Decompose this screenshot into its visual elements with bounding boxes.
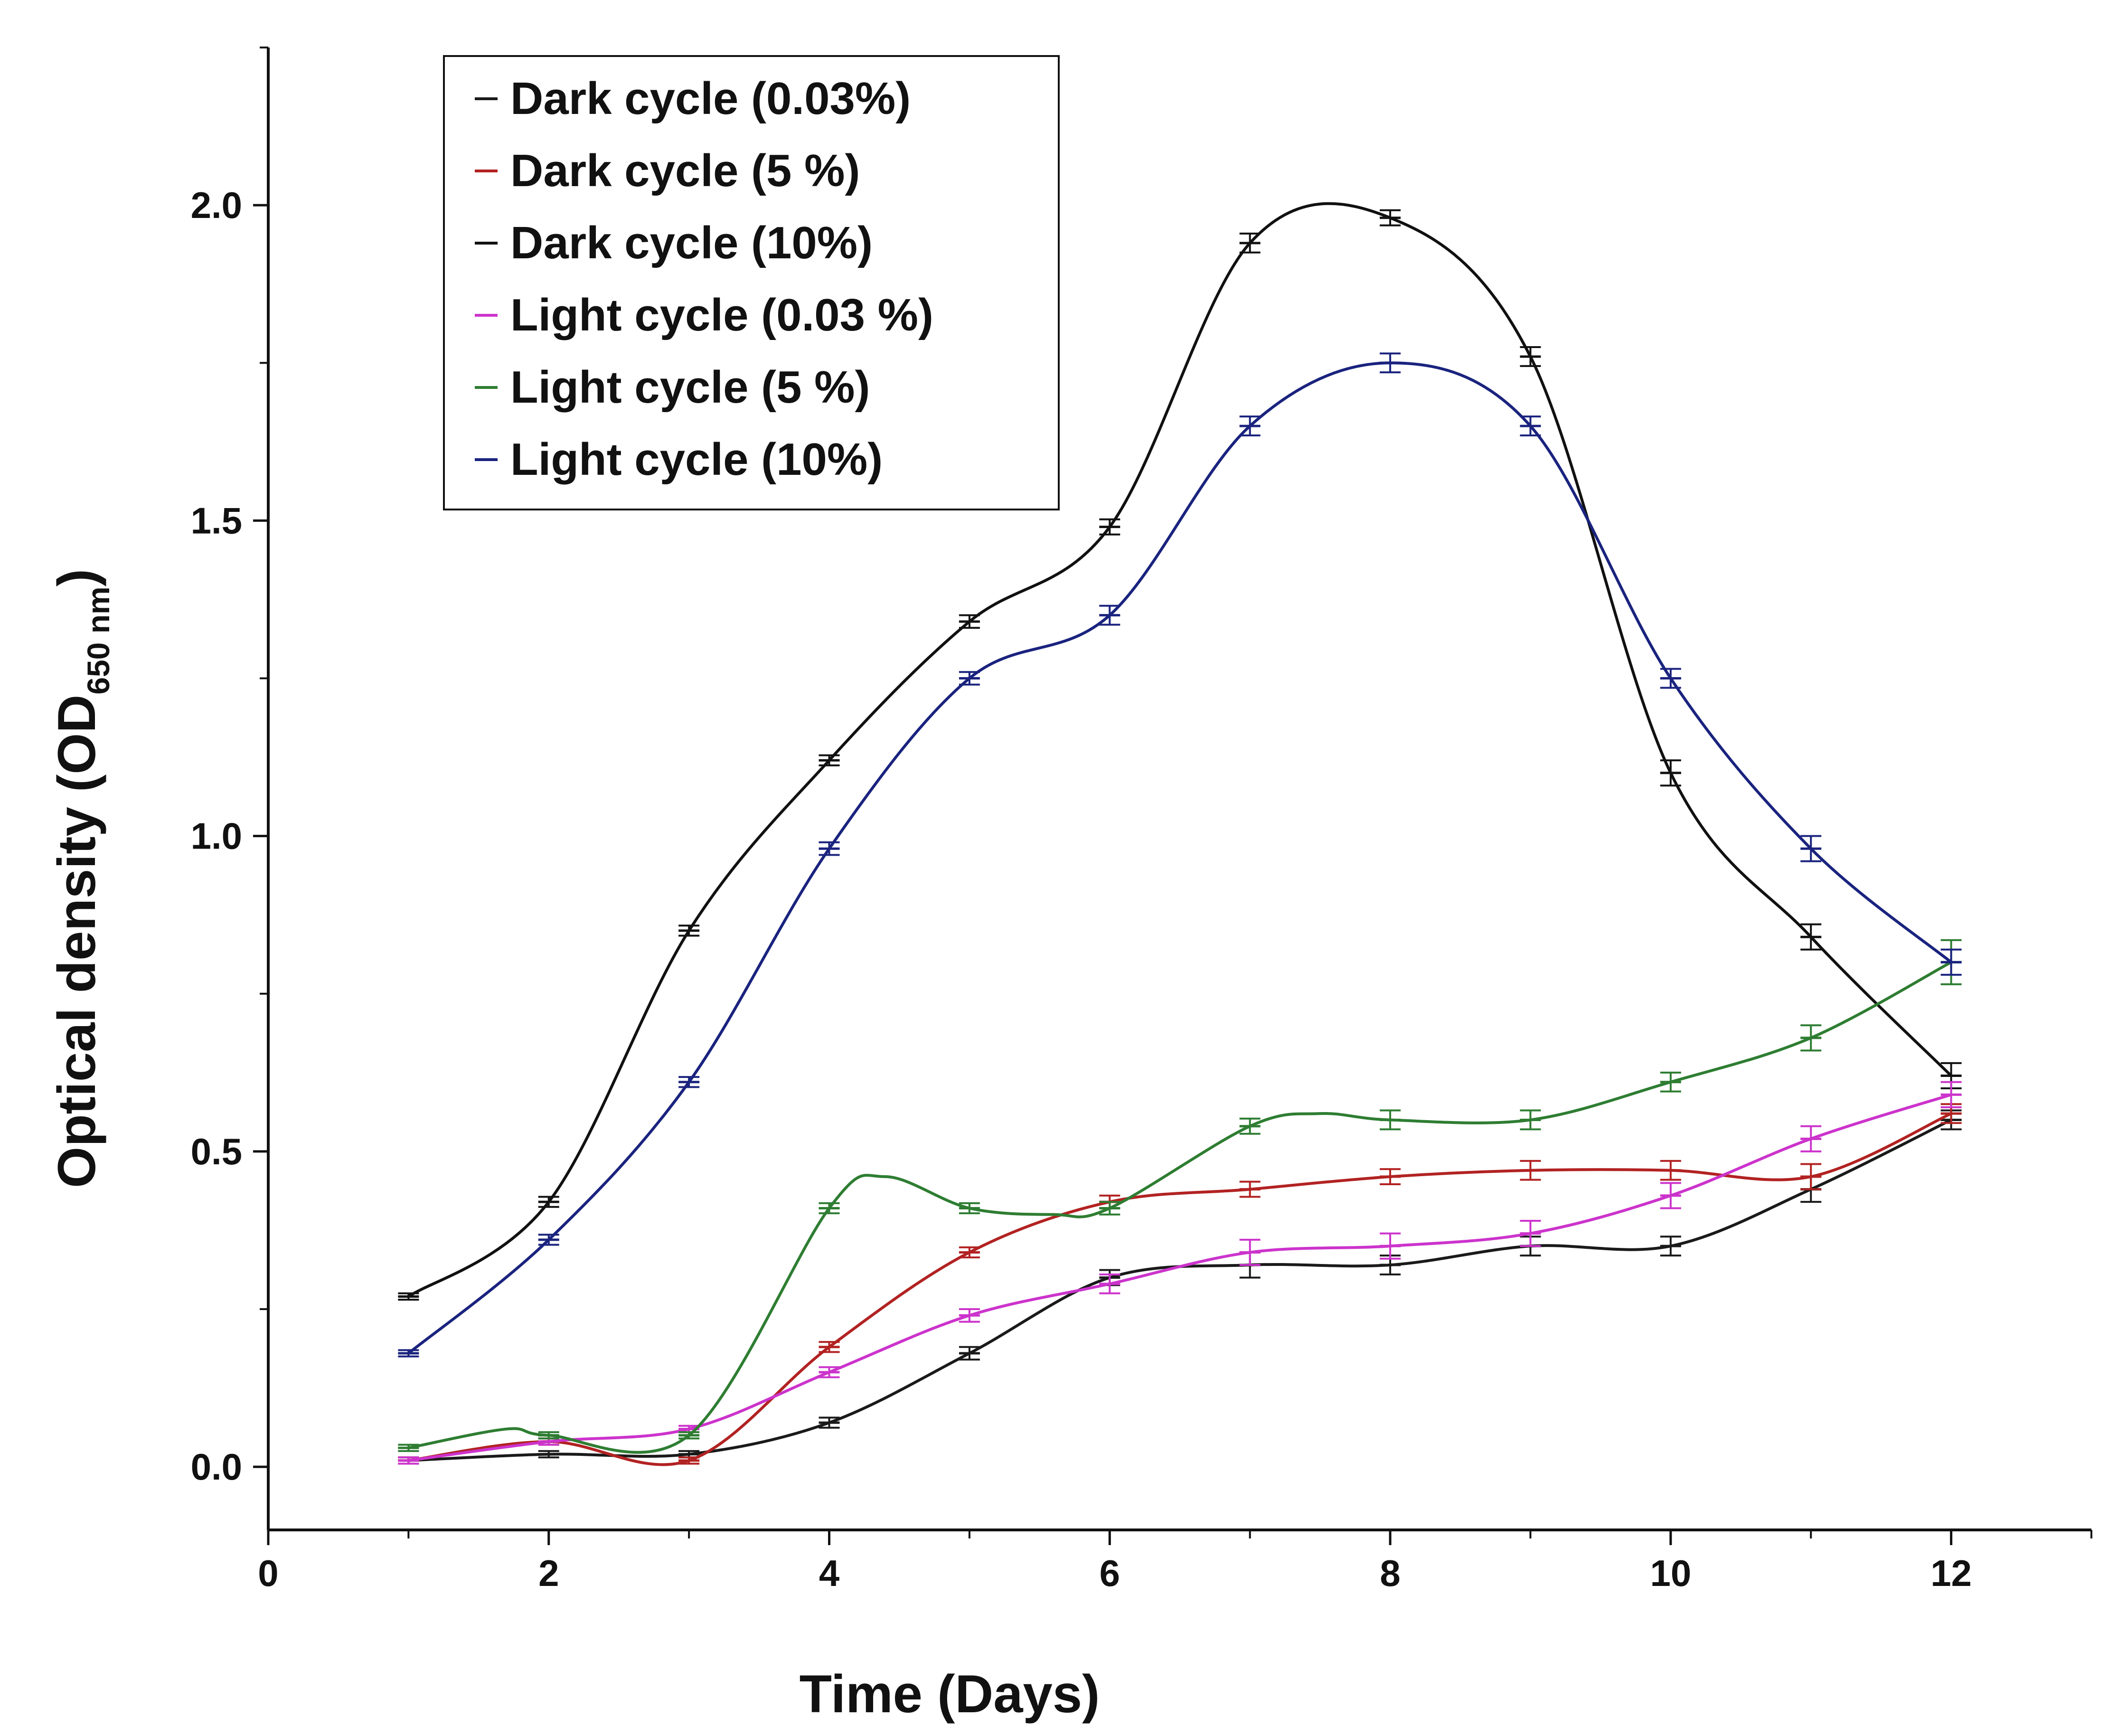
legend-label: Light cycle (10%) [510, 434, 883, 485]
x-ticks: 0 2 4 6 8 10 12 [258, 1530, 2092, 1594]
y-tick-label: 0.5 [191, 1131, 242, 1172]
plot-area [398, 202, 1962, 1466]
x-axis-title: Time (Days) [800, 1664, 1100, 1724]
legend-label: Dark cycle (10%) [510, 217, 873, 268]
x-tick-label: 4 [819, 1552, 839, 1594]
x-tick-label: 12 [1930, 1552, 1972, 1594]
series-6 [398, 352, 1962, 1358]
series-line [408, 1112, 1952, 1466]
series-line [408, 961, 1952, 1454]
series-5 [398, 939, 1962, 1454]
legend-item: Dark cycle (10%) [475, 217, 873, 268]
legend-items: Dark cycle (0.03%) Dark cycle (5 %) Dark c… [475, 73, 933, 485]
series-line [408, 1093, 1952, 1462]
series-4 [398, 1081, 1962, 1465]
x-tick-label: 8 [1380, 1552, 1400, 1594]
series-1 [398, 1109, 1962, 1465]
y-axis-title: Optical density (OD650 nm) [47, 569, 116, 1188]
y-tick-label: 1.5 [191, 500, 242, 541]
legend-item: Dark cycle (5 %) [475, 145, 860, 196]
series-line [407, 361, 1952, 1355]
x-tick-label: 2 [538, 1552, 559, 1594]
y-tick-label: 2.0 [191, 184, 242, 226]
y-axis-title-main: Optical density (OD [47, 695, 106, 1188]
series-2 [398, 1103, 1962, 1466]
legend-label: Light cycle (5 %) [510, 362, 870, 413]
series-line [408, 1118, 1952, 1462]
legend-label: Dark cycle (0.03%) [510, 73, 911, 124]
y-axis-title-close: ) [47, 569, 106, 586]
legend-item: Light cycle (10%) [475, 434, 883, 485]
legend-item: Light cycle (5 %) [475, 362, 870, 413]
series-line [407, 202, 1952, 1298]
legend: Dark cycle (0.03%) Dark cycle (5 %) Dark c… [443, 55, 1060, 510]
y-tick-label: 1.0 [191, 815, 242, 857]
legend-label: Dark cycle (5 %) [510, 145, 860, 196]
y-axis-title-subscript: 650 nm [81, 586, 116, 694]
legend-box [443, 55, 1060, 510]
legend-label: Light cycle (0.03 %) [510, 290, 933, 340]
y-ticks: 0.0 0.5 1.0 1.5 2.0 [191, 47, 268, 1488]
y-tick-label: 0.0 [191, 1446, 242, 1488]
x-tick-label: 6 [1100, 1552, 1120, 1594]
axes: 0 2 4 6 8 10 12 0.0 0.5 1.0 1.5 2.0 [191, 47, 2092, 1594]
series-3 [398, 202, 1962, 1301]
legend-item: Dark cycle (0.03%) [475, 73, 911, 124]
legend-item: Light cycle (0.03 %) [475, 290, 933, 340]
x-tick-label: 10 [1650, 1552, 1691, 1594]
x-tick-label: 0 [258, 1552, 278, 1594]
